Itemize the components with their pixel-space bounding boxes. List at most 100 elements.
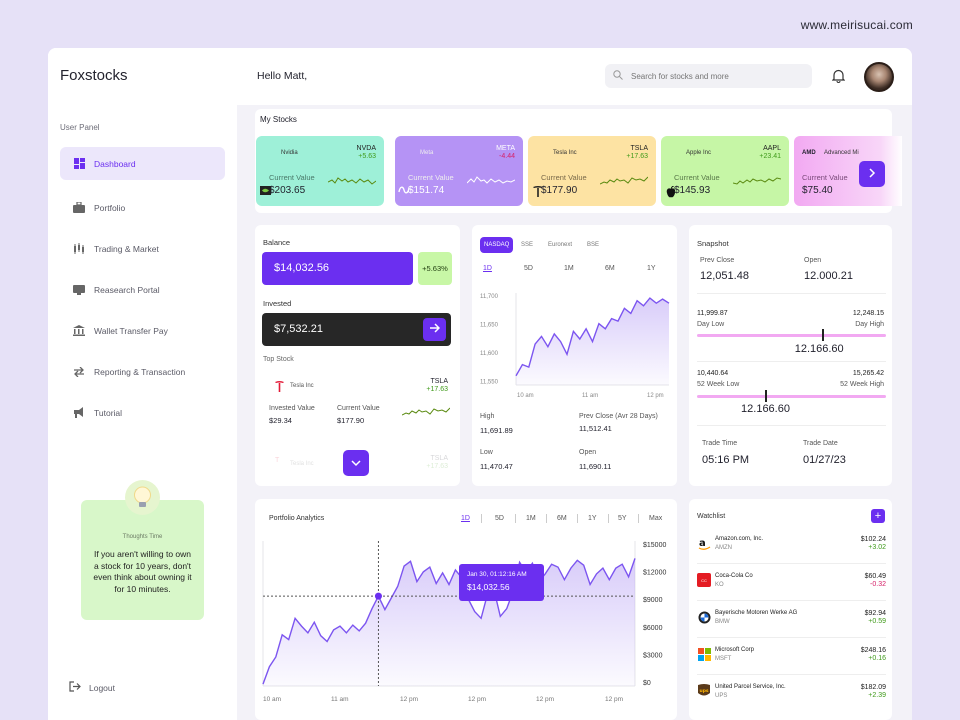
stock-name: Meta <box>420 150 434 156</box>
watch-price: $248.16 <box>860 647 886 654</box>
analytics-range-6m[interactable]: 6M <box>557 515 567 522</box>
series-line <box>262 558 636 685</box>
faded-stock-ticker: TSLA <box>430 455 448 462</box>
range-6m[interactable]: 6M <box>605 265 615 272</box>
exchange-chart-panel: NASDAQ SSE Euronext BSE 1D 5D 1M 6M 1Y 1… <box>472 225 677 486</box>
chevron-right-icon <box>868 165 876 183</box>
watch-name: Bayerische Motoren Werke AG <box>715 610 798 616</box>
tab-separator <box>638 514 639 523</box>
amazon-logo-icon: a <box>697 536 711 550</box>
top-stock-label: Top Stock <box>263 356 294 363</box>
next-stocks-button[interactable] <box>859 161 885 187</box>
trade-date-value: 01/27/23 <box>803 454 846 466</box>
x-tick-label: 10 am <box>263 696 281 703</box>
watch-name: Coca-Cola Co <box>715 573 753 579</box>
tab-euronext[interactable]: Euronext <box>548 242 573 248</box>
sidebar-item-trading[interactable]: Trading & Market <box>60 232 225 265</box>
watchlist-row[interactable]: Bayerische Motoren Werke AG BMW $92.94 +… <box>697 601 886 637</box>
sidebar-item-wallet[interactable]: Wallet Transfer Pay <box>60 314 225 347</box>
portfolio-area-chart: $15000 $12000 $9000 $6000 $3000 $0 10 am 11 am 1… <box>262 541 666 703</box>
sidebar-item-dashboard[interactable]: Dashboard <box>60 147 225 180</box>
watch-ticker: UPS <box>715 693 728 699</box>
sidebar-item-portfolio[interactable]: Portfolio <box>60 191 225 224</box>
divider <box>697 361 886 362</box>
expand-button[interactable] <box>343 450 369 476</box>
analytics-range-5y[interactable]: 5Y <box>618 515 627 522</box>
day-low-label: Day Low <box>697 321 725 328</box>
watchlist-row[interactable]: CC Coca-Cola Co KO $60.49 -0.32 <box>697 564 886 600</box>
x-tick-label: 10 am <box>517 393 534 399</box>
x-tick-label: 11 am <box>582 393 598 399</box>
logout-icon <box>69 681 81 694</box>
x-tick-label: 12 pm <box>647 393 664 399</box>
analytics-range-1m[interactable]: 1M <box>526 515 536 522</box>
briefcase-icon <box>73 202 85 214</box>
prev-close-label: Prev Close <box>700 257 735 264</box>
sidebar-item-label: Tutorial <box>94 407 123 418</box>
stock-card-tsla[interactable]: Tesla Inc TSLA +17.63 Current Value $177… <box>528 136 656 206</box>
search-icon <box>613 67 623 85</box>
bell-icon[interactable] <box>831 69 846 88</box>
open-value: 11,690.11 <box>579 462 612 471</box>
analytics-range-1y[interactable]: 1Y <box>588 515 597 522</box>
balance-value: $14,032.56 <box>262 252 413 285</box>
candlestick-icon <box>73 243 85 255</box>
watchlist-row[interactable]: a Amazon.com, Inc. AMZN $102.24 +3.02 <box>697 527 886 563</box>
watchlist-row[interactable]: Microsoft Corp MSFT $248.16 +0.16 <box>697 638 886 674</box>
search-input[interactable] <box>631 71 801 81</box>
sidebar-item-label: Reasearch Portal <box>94 284 160 295</box>
y-tick-label: $12000 <box>643 570 666 577</box>
watch-change: +3.02 <box>868 544 886 551</box>
sidebar-item-research[interactable]: Reasearch Portal <box>60 273 225 306</box>
add-watchlist-button[interactable]: + <box>871 509 885 523</box>
stock-card-meta[interactable]: Meta META -4.44 Current Value $151.74 <box>395 136 523 206</box>
analytics-range-5d[interactable]: 5D <box>495 515 504 522</box>
watch-price: $102.24 <box>860 536 886 543</box>
watch-ticker: MSFT <box>715 656 732 662</box>
tab-nasdaq[interactable]: NASDAQ <box>480 237 514 253</box>
divider <box>697 293 886 294</box>
main-area: Hello Matt, My Stocks Nvidia NVDA +5.63 … <box>237 48 912 720</box>
tab-sse[interactable]: SSE <box>521 242 534 248</box>
watchlist-row[interactable]: ups United Parcel Service, Inc. UPS $182… <box>697 675 886 711</box>
transfer-icon <box>73 366 85 378</box>
divider <box>697 425 886 426</box>
analytics-range-1d[interactable]: 1D <box>461 515 470 522</box>
range-1m[interactable]: 1M <box>564 265 574 272</box>
day-current-value: 12.166.60 <box>794 343 844 355</box>
tab-separator <box>481 514 482 523</box>
stock-card-nvda[interactable]: Nvidia NVDA +5.63 Current Value $203.65 <box>256 136 384 206</box>
range-1y[interactable]: 1Y <box>647 265 656 272</box>
stock-card-amd[interactable]: AMD Advanced Mi Current Value $75.40 <box>794 136 902 206</box>
top-stock-ticker: TSLA <box>430 378 448 385</box>
current-value-label: Current Value <box>408 173 454 182</box>
watch-name: United Parcel Service, Inc. <box>715 684 786 690</box>
sidebar-item-reporting[interactable]: Reporting & Transaction <box>60 355 225 388</box>
avatar[interactable] <box>864 62 894 92</box>
search-box[interactable] <box>605 64 812 88</box>
stock-change: +23.41 <box>759 153 781 160</box>
x-tick-label: 12 pm <box>536 696 554 703</box>
y-tick-label: $15000 <box>643 542 666 549</box>
coca-cola-logo-icon: CC <box>697 573 711 587</box>
divider <box>697 674 886 675</box>
range-1d[interactable]: 1D <box>483 265 492 272</box>
top-stock-change: +17.63 <box>426 386 448 393</box>
stock-price: $75.40 <box>802 185 833 196</box>
crosshair-point <box>374 592 382 600</box>
stock-card-aapl[interactable]: Apple Inc AAPL +23.41 Current Value $145… <box>661 136 789 206</box>
current-value-label: Current Value <box>674 173 720 182</box>
y-tick-label: 11,700 <box>480 294 499 300</box>
tab-bse[interactable]: BSE <box>587 242 600 248</box>
range-5d[interactable]: 5D <box>524 265 533 272</box>
dashboard-icon <box>73 158 85 170</box>
sidebar-item-tutorial[interactable]: Tutorial <box>60 396 225 429</box>
logout-button[interactable]: Logout <box>69 681 115 694</box>
watch-price: $182.09 <box>860 684 886 691</box>
52-week-high-value: 15,265.42 <box>852 370 884 377</box>
analytics-range-max[interactable]: Max <box>649 515 663 522</box>
megaphone-icon <box>73 407 85 419</box>
invested-arrow-button[interactable] <box>423 318 446 341</box>
sparkline-top-stock <box>402 407 450 416</box>
low-label: Low <box>480 449 493 456</box>
